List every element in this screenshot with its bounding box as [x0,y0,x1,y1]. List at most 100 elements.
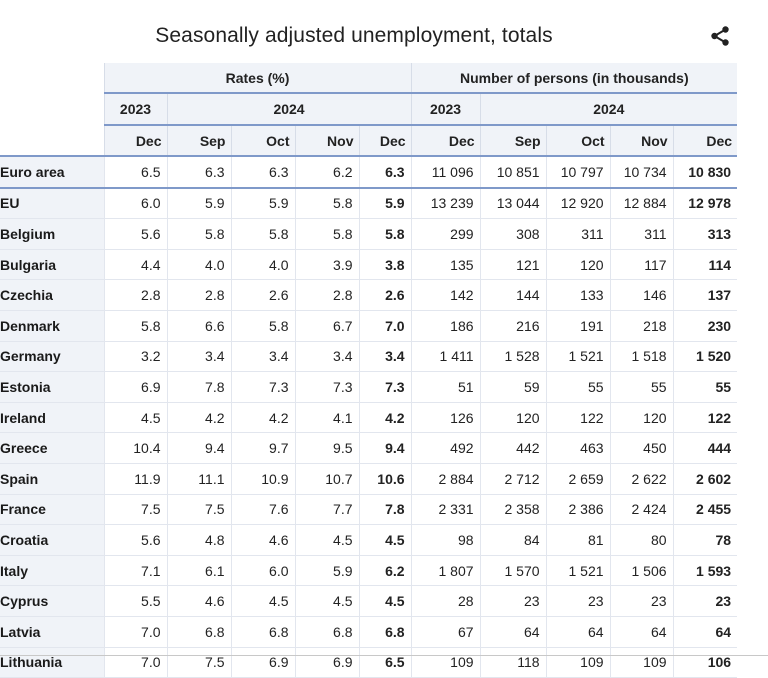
table-cell: 120 [479,402,547,434]
table-cell: 311 [545,218,611,250]
table-cell: 9.4 [166,432,231,464]
table-cell: 78 [672,524,738,556]
table-cell: 10.4 [103,432,167,464]
table-cell: 1 506 [609,555,674,587]
table-cell: 442 [479,432,547,464]
share-button[interactable] [709,25,731,47]
table-cell: 5.9 [294,555,359,587]
table-cell: 2.8 [103,279,167,311]
table-row: Denmark 5.8 6.6 5.8 6.7 7.0 186 216 191 218 230 [0,310,738,342]
table-cell: 12 884 [609,187,674,220]
table-cell: 2 455 [672,494,738,526]
table-cell: 3.4 [358,341,412,373]
table-cell: 5.8 [230,218,295,250]
table-cell: 1 520 [672,341,738,373]
table-cell: 64 [545,616,611,648]
table-cell: 7.5 [166,494,231,526]
table-cell: 9.5 [294,432,359,464]
table-cell: 121 [479,249,547,281]
table-cell: 186 [410,310,481,342]
header-month: Sep [479,125,547,157]
table-cell: 51 [410,371,481,403]
table-cell: 126 [410,402,481,434]
table-cell: 6.1 [166,555,231,587]
table-row: Croatia 5.6 4.8 4.6 4.5 4.5 98 84 81 80 78 [0,524,738,556]
table-cell: 230 [672,310,738,342]
table-cell: 23 [479,585,547,617]
table-cell: 450 [609,432,674,464]
table-cell: 5.5 [103,585,167,617]
table-cell: 4.1 [294,402,359,434]
table-cell: 2 331 [410,494,481,526]
table-cell: 1 518 [609,341,674,373]
table-cell: 6.3 [230,156,295,189]
table-row: EU 6.0 5.9 5.9 5.8 5.9 13 239 13 044 12 920 12 88… [0,187,738,220]
table-cell: 492 [410,432,481,464]
table-row: Lithuania 7.0 7.5 6.9 6.9 6.5 109 118 109 109 106 [0,647,738,678]
table-cell: 55 [545,371,611,403]
table-cell: 133 [545,279,611,311]
table-cell: 1 528 [479,341,547,373]
table-cell: 4.4 [103,249,167,281]
table-row: Ireland 4.5 4.2 4.2 4.1 4.2 126 120 122 120 122 [0,402,738,434]
page-title: Seasonally adjusted unemployment, totals [155,24,553,47]
country-label: Spain [0,463,104,495]
table-cell: 6.8 [358,616,412,648]
table-row: Greece 10.4 9.4 9.7 9.5 9.4 492 442 463 450 444 [0,432,738,464]
table-cell: 10 797 [545,156,611,189]
header-month: Dec [358,125,412,157]
header-month: Nov [609,125,674,157]
table-row: Spain 11.9 11.1 10.9 10.7 10.6 2 884 2 712 2 659… [0,463,738,495]
table-cell: 463 [545,432,611,464]
table-cell: 137 [672,279,738,311]
table-cell: 2 622 [609,463,674,495]
table-cell: 7.3 [230,371,295,403]
country-label: Denmark [0,310,104,342]
table-cell: 7.6 [230,494,295,526]
table-cell: 1 521 [545,341,611,373]
table-cell: 3.4 [230,341,295,373]
table-cell: 6.9 [294,647,359,678]
header-corner [0,63,104,157]
table-cell: 1 807 [410,555,481,587]
table-cell: 10 734 [609,156,674,189]
table-cell: 13 239 [410,187,481,220]
table-cell: 4.2 [358,402,412,434]
table-cell: 4.5 [294,585,359,617]
country-label: Greece [0,432,104,464]
table-cell: 23 [609,585,674,617]
country-label: Belgium [0,218,104,250]
table-cell: 10.9 [230,463,295,495]
table-cell: 6.7 [294,310,359,342]
country-label: Czechia [0,279,104,311]
table-cell: 59 [479,371,547,403]
table-cell: 4.2 [230,402,295,434]
table-cell: 4.8 [166,524,231,556]
table-cell: 3.9 [294,249,359,281]
table-cell: 6.8 [294,616,359,648]
header-month: Oct [545,125,611,157]
table-cell: 5.8 [230,310,295,342]
table-cell: 55 [609,371,674,403]
share-icon [711,26,729,46]
table-cell: 7.3 [358,371,412,403]
table-row: Bulgaria 4.4 4.0 4.0 3.9 3.8 135 121 120 117 114 [0,249,738,281]
table-cell: 5.9 [358,187,412,220]
table-row: Estonia 6.9 7.8 7.3 7.3 7.3 51 59 55 55 55 [0,371,738,403]
header-year: 2024 [166,93,412,126]
table-cell: 120 [609,402,674,434]
table-cell: 28 [410,585,481,617]
table-cell: 10 830 [672,156,738,189]
table-cell: 109 [410,647,481,678]
table-cell: 6.9 [103,371,167,403]
header-month: Nov [294,125,359,157]
table-cell: 146 [609,279,674,311]
header-group-rates: Rates (%) [103,63,412,94]
table-cell: 6.5 [358,647,412,678]
table-cell: 2.6 [230,279,295,311]
table-cell: 7.3 [294,371,359,403]
table-row: Czechia 2.8 2.8 2.6 2.8 2.6 142 144 133 146 137 [0,279,738,311]
header-month: Dec [672,125,738,157]
table-row: Latvia 7.0 6.8 6.8 6.8 6.8 67 64 64 64 64 [0,616,738,648]
table-cell: 12 978 [672,187,738,220]
